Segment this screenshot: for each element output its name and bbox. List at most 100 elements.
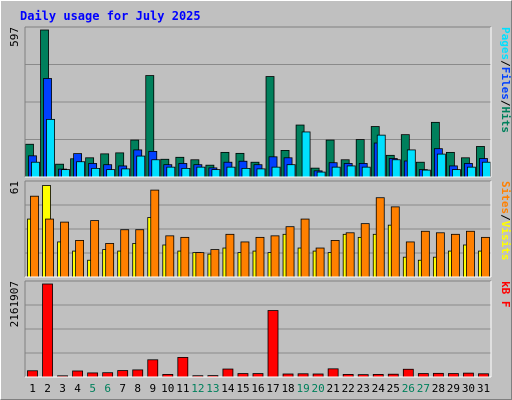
x-tick-label: 18 <box>281 382 294 395</box>
kbytes-bar <box>102 372 114 378</box>
kbytes-bar <box>222 368 234 378</box>
panel-visits: 61 Sites/Visits <box>8 180 512 278</box>
sites-bar <box>255 236 265 278</box>
sites-bar <box>375 197 385 278</box>
kbytes-bar <box>42 283 53 378</box>
sites-bar <box>180 236 190 278</box>
x-tick-label: 21 <box>327 382 340 395</box>
pages-bar <box>121 168 131 178</box>
panel-kbytes: 2161907 kB F <box>8 280 512 378</box>
kbytes-bar <box>448 373 459 378</box>
kbytes-bar <box>432 372 444 378</box>
pages-bar <box>181 167 191 178</box>
sites-bar <box>300 218 310 278</box>
x-tick-label: 27 <box>417 382 430 395</box>
pages-bar <box>421 169 431 178</box>
sites-bar <box>285 226 295 278</box>
x-tick-label: 10 <box>161 382 174 395</box>
sites-bar <box>420 230 430 278</box>
sites-bar <box>165 235 175 278</box>
x-tick-label: 9 <box>149 382 156 395</box>
pages-bar <box>226 166 236 178</box>
legend-entry <box>499 294 512 301</box>
x-tick-label: 14 <box>221 382 235 395</box>
x-axis-labels: 1 2 3 4 5 6 7 8 9 10 11 12 13 14 15 16 17 18 19 20 21 22 23 24 2… <box>29 382 490 395</box>
legend-entry: Sites <box>499 181 512 214</box>
pages-bar <box>406 149 416 178</box>
x-tick-label: 17 <box>266 382 279 395</box>
x-tick-label: 11 <box>176 382 189 395</box>
kbytes-bar <box>147 359 159 378</box>
chart-title: Daily usage for July 2025 <box>20 9 201 23</box>
pages-bar <box>196 166 206 178</box>
pages-bar <box>166 166 176 178</box>
sites-bar <box>30 195 39 278</box>
panel-hits: 597 Pages/Files/Hits <box>8 26 512 178</box>
sites-bar <box>105 243 115 278</box>
pages-bar <box>76 161 85 178</box>
x-tick-label: 8 <box>134 382 141 395</box>
sites-bar <box>466 230 475 278</box>
kbytes-bar <box>177 357 189 378</box>
x-tick-label: 19 <box>296 382 309 395</box>
legend-entry: / <box>499 100 512 107</box>
legend: Pages/Files/Hits <box>499 27 512 133</box>
x-tick-label: 25 <box>387 382 400 395</box>
pages-bar <box>346 165 356 178</box>
sites-bar <box>90 220 100 278</box>
kbytes-bar <box>117 370 129 378</box>
pages-bar <box>211 169 221 178</box>
kbytes-bar <box>72 370 83 378</box>
sites-bar <box>75 240 84 278</box>
x-tick-label: 22 <box>342 382 355 395</box>
x-tick-label: 16 <box>251 382 264 395</box>
sites-bar <box>390 206 400 278</box>
pages-bar <box>256 168 266 178</box>
pages-bar <box>106 169 116 178</box>
sites-bar <box>45 218 54 278</box>
x-tick-label: 30 <box>462 382 475 395</box>
kbytes-bar <box>463 372 474 378</box>
pages-bar <box>91 167 101 178</box>
sites-bar <box>225 233 235 278</box>
legend: Sites/Visits <box>499 181 512 261</box>
sites-bar <box>360 223 370 278</box>
pages-bar <box>46 118 55 178</box>
legend-entry: Files <box>499 67 512 100</box>
y-max-label: 597 <box>8 27 21 47</box>
legend-entry: / <box>499 214 512 221</box>
pages-bar <box>467 166 476 178</box>
legend-entry: Pages <box>499 27 512 60</box>
pages-bar <box>391 159 401 178</box>
sites-bar <box>270 235 280 278</box>
sites-bar <box>345 232 355 278</box>
legend-entry: Visits <box>499 221 512 261</box>
sites-bar <box>405 241 415 278</box>
x-tick-label: 2 <box>44 382 51 395</box>
x-tick-label: 31 <box>477 382 490 395</box>
x-tick-label: 3 <box>59 382 66 395</box>
pages-bar <box>452 169 461 178</box>
pages-bar <box>271 166 281 178</box>
y-max-label: 61 <box>8 181 21 194</box>
x-tick-label: 20 <box>312 382 325 395</box>
legend-entry: F <box>499 301 512 308</box>
pages-bar <box>61 169 70 178</box>
sites-bar <box>240 241 250 278</box>
sites-bar <box>210 249 220 278</box>
pages-bar <box>331 166 341 178</box>
x-tick-label: 23 <box>357 382 370 395</box>
pages-bar <box>286 164 296 178</box>
x-tick-label: 4 <box>74 382 81 395</box>
x-tick-label: 12 <box>191 382 204 395</box>
legend: kB F <box>499 281 512 308</box>
pages-bar <box>361 166 371 178</box>
kbytes-bar <box>402 368 414 378</box>
sites-bar <box>330 240 340 278</box>
kbytes-bar <box>132 369 144 378</box>
kbytes-bar <box>27 370 38 378</box>
x-tick-label: 29 <box>447 382 460 395</box>
x-tick-label: 26 <box>402 382 415 395</box>
